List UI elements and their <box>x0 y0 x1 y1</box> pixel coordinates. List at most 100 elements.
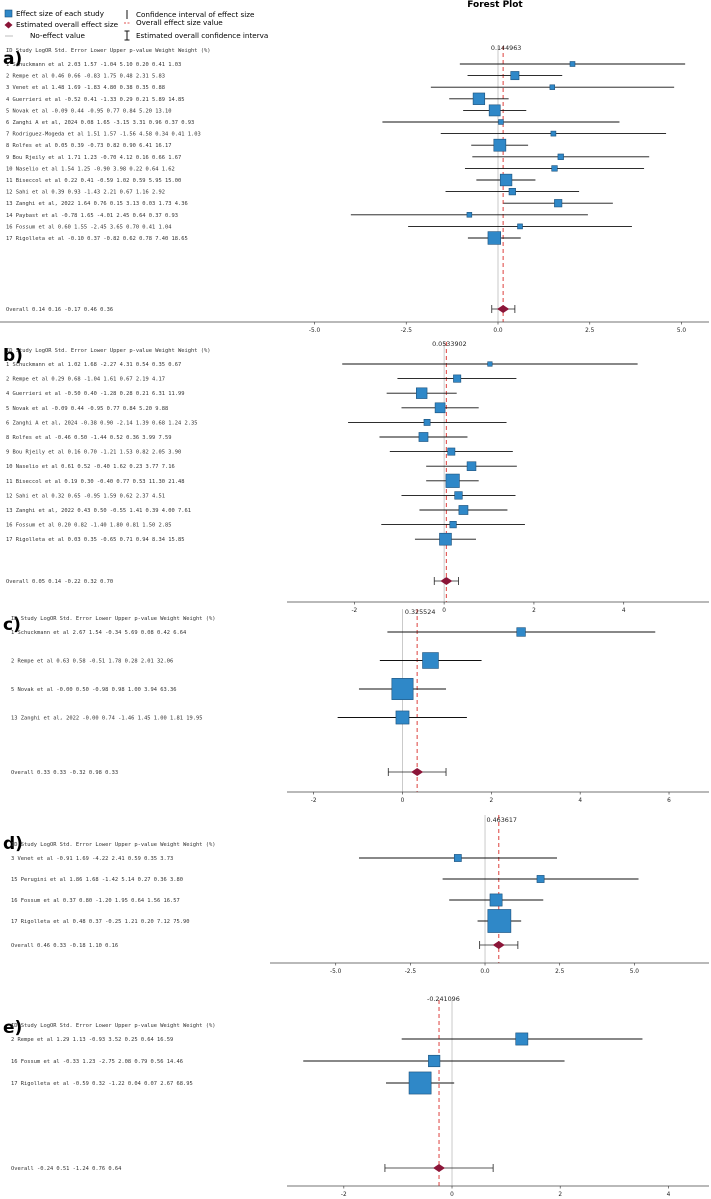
table-row: 5 Novak et al -0.09 0.44 -0.95 0.77 0.84… <box>6 108 172 114</box>
study-effect-marker <box>515 1032 529 1046</box>
table-row: 13 Zanghi et al, 2022 1.64 0.76 0.15 3.1… <box>6 201 188 207</box>
table-row: 1 Schuckmann et al 1.02 1.68 -2.27 4.31 … <box>6 362 181 368</box>
legend-label-effect-size: Effect size of each study <box>16 9 105 18</box>
study-effect-marker <box>466 461 477 471</box>
x-tick-label: 2 <box>558 1192 562 1198</box>
table-row: 6 Zanghi A et al, 2024 -0.38 0.90 -2.14 … <box>6 420 197 426</box>
study-effect-marker <box>458 505 469 515</box>
table-row: 17 Rigolleta et al 0.03 0.35 -0.65 0.71 … <box>6 537 185 543</box>
forest-panel-a: a)ID Study LogOR Std. Error Lower Upper … <box>0 44 709 334</box>
table-row: 8 Rolfes et al -0.46 0.50 -1.44 0.52 0.3… <box>6 435 172 441</box>
study-effect-marker <box>453 854 462 862</box>
study-effect-marker <box>517 223 523 230</box>
study-effect-marker <box>423 418 431 426</box>
overall-row: Overall 0.33 0.33 -0.32 0.98 0.33 <box>11 770 118 776</box>
table-row: 1 Schuckmann et al 2.03 1.57 -1.04 5.10 … <box>6 62 181 68</box>
x-tick-label: -2 <box>351 608 357 614</box>
forest-panel-c: c)ID Study LogOR Std. Error Lower Upper … <box>3 608 709 804</box>
table-row: 7 Rodriguez-Mogeda et al 1.51 1.57 -1.56… <box>6 132 201 138</box>
table-row: 10 Naselio et al 1.54 1.25 -0.90 3.98 0.… <box>6 166 175 172</box>
overall-diamond <box>497 305 510 313</box>
figure-title: Forest Plot <box>467 0 523 10</box>
table-row: 11 Biseccol et al 0.19 0.30 -0.40 0.77 0… <box>6 479 185 485</box>
x-tick-label: 5.0 <box>630 969 640 975</box>
study-effect-marker <box>549 84 556 90</box>
table-row: 15 Perugini et al 1.86 1.68 -1.42 5.14 0… <box>11 877 183 883</box>
overall-row: Overall 0.46 0.33 -0.18 1.10 0.16 <box>11 943 118 949</box>
overall-ci-icon <box>124 30 130 41</box>
study-effect-marker <box>569 61 576 67</box>
study-effect-marker <box>395 710 410 725</box>
table-row: 8 Rolfes et al 0.05 0.39 -0.73 0.82 0.90… <box>6 143 172 149</box>
table-row: 2 Rempe et al 0.29 0.68 -1.04 1.61 0.67 … <box>6 377 165 383</box>
legend-label-ci: Confidence interval of effect size <box>136 10 255 19</box>
table-row: 11 Biseccol et al 0.22 0.41 -0.59 1.02 0… <box>6 178 181 184</box>
x-tick-label: 2.5 <box>555 969 565 975</box>
study-effect-marker <box>472 92 486 105</box>
study-effect-marker <box>453 374 462 383</box>
table-row: 13 Zanghi et al, 2022 0.43 0.50 -0.55 1.… <box>6 508 191 514</box>
study-effect-marker <box>466 212 473 218</box>
x-tick-label: 0 <box>442 608 446 614</box>
study-effect-marker <box>449 521 457 529</box>
table-row: 2 Rempe et al 1.29 1.13 -0.93 3.52 0.25 … <box>11 1037 173 1043</box>
study-effect-marker <box>516 627 526 637</box>
x-tick-label: -2.5 <box>401 328 413 334</box>
table-row: 12 Sahi et al 0.32 0.65 -0.95 1.59 0.62 … <box>6 493 165 499</box>
table-row: 2 Rempe et al 0.63 0.58 -0.51 1.78 0.28 … <box>11 659 173 665</box>
study-effect-marker <box>445 473 460 488</box>
table-row: 2 Rempe et al 0.46 0.66 -0.83 1.75 0.48 … <box>6 74 165 80</box>
overall-value-label: 0.144963 <box>491 44 522 52</box>
study-effect-marker <box>493 138 507 152</box>
table-row: 4 Guerrieri et al -0.52 0.41 -1.33 0.29 … <box>6 97 185 103</box>
table-row: 5 Novak et al -0.09 0.44 -0.95 0.77 0.84… <box>6 406 168 412</box>
study-effect-marker <box>499 173 513 187</box>
maroon-diamond-icon <box>4 21 13 29</box>
study-effect-marker <box>487 231 502 245</box>
table-row: 16 Fossum et al 0.60 1.55 -2.45 3.65 0.7… <box>6 224 172 230</box>
table-row: 16 Fossum et al 0.37 0.80 -1.20 1.95 0.6… <box>11 898 180 904</box>
table-header: ID Study LogOR Std. Error Lower Upper p-… <box>11 616 215 622</box>
study-effect-marker <box>510 71 520 81</box>
legend-label-overall-effect: Estimated overall effect size <box>16 20 119 29</box>
x-tick-label: 4 <box>622 608 626 614</box>
legend: Effect size of each study Estimated over… <box>4 9 268 41</box>
panel-letter: a) <box>3 49 22 69</box>
table-row: 17 Rigolleta et al -0.10 0.37 -0.82 0.62… <box>6 236 188 242</box>
study-effect-marker <box>454 491 463 500</box>
study-effect-marker <box>408 1071 432 1095</box>
table-row: 5 Novak et al -0.00 0.50 -0.98 0.98 1.00… <box>11 687 177 693</box>
legend-label-overall-ci: Estimated overall confidence interva <box>136 31 268 40</box>
overall-row: Overall -0.24 0.51 -1.24 0.76 0.64 <box>11 1166 121 1172</box>
overall-diamond <box>492 941 505 949</box>
x-tick-label: 2 <box>532 608 536 614</box>
panel-letter: c) <box>3 615 21 635</box>
table-row: 12 Sahi et al 0.39 0.93 -1.43 2.21 0.67 … <box>6 190 165 196</box>
panel-letter: b) <box>3 346 23 366</box>
study-effect-marker <box>536 875 545 883</box>
x-tick-label: 2 <box>489 798 493 804</box>
table-header: ID Study LogOR Std. Error Lower Upper p-… <box>6 348 210 354</box>
table-header: ID Study LogOR Std. Error Lower Upper p-… <box>11 842 215 848</box>
panel-letter: d) <box>3 834 23 854</box>
x-tick-label: -2 <box>341 1192 347 1198</box>
study-effect-marker <box>418 432 429 442</box>
table-row: 10 Naselio et al 0.61 0.52 -0.40 1.62 0.… <box>6 464 175 470</box>
study-effect-marker <box>489 893 503 907</box>
table-header: ID Study LogOR Std. Error Lower Upper p-… <box>6 48 210 54</box>
x-tick-label: 0 <box>450 1192 454 1198</box>
x-tick-label: 4 <box>667 1192 671 1198</box>
forest-panel-d: d)ID Study LogOR Std. Error Lower Upper … <box>3 815 709 975</box>
forest-panel-b: b)ID Study LogOR Std. Error Lower Upper … <box>3 340 709 614</box>
x-tick-label: -5.0 <box>330 969 342 975</box>
study-effect-marker <box>391 678 414 700</box>
study-effect-marker <box>557 153 564 160</box>
study-effect-marker <box>551 165 558 172</box>
x-tick-label: -5.0 <box>309 328 321 334</box>
table-row: 4 Guerrieri et al -0.50 0.40 -1.28 0.28 … <box>6 391 185 397</box>
x-tick-label: -2 <box>311 798 317 804</box>
table-row: 3 Venet et al -0.91 1.69 -4.22 2.41 0.59… <box>11 856 173 862</box>
overall-row: Overall 0.05 0.14 -0.22 0.32 0.70 <box>6 579 113 585</box>
table-row: 9 Bou Rjeily et al 0.16 0.70 -1.21 1.53 … <box>6 450 181 456</box>
